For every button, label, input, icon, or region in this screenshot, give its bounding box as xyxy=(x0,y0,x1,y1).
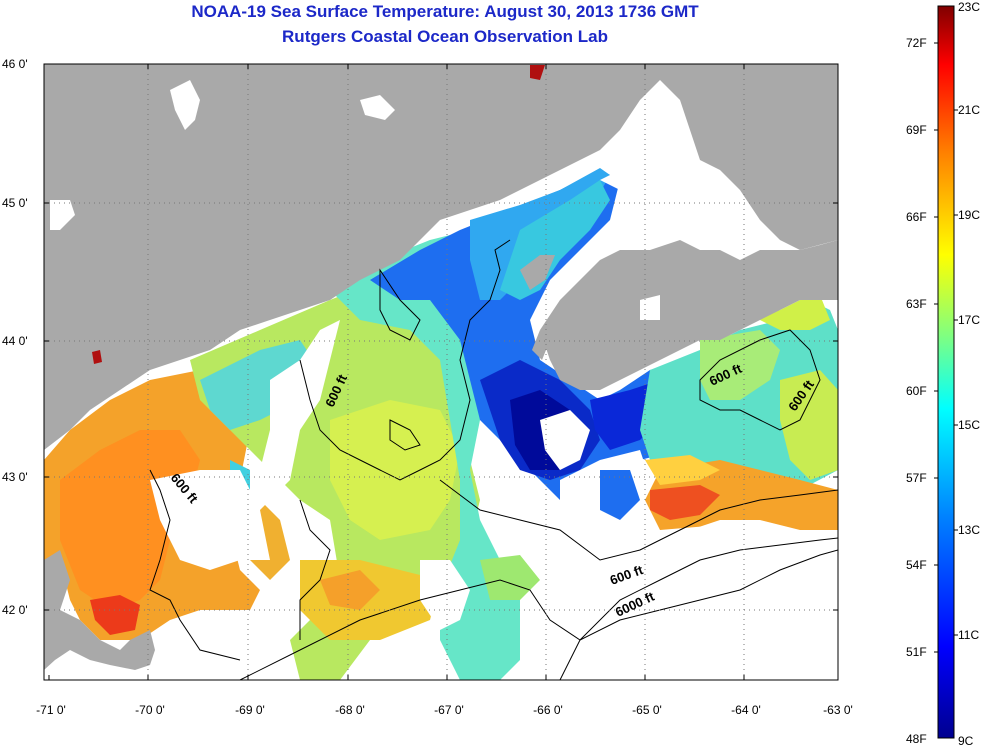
colorbar-c-label: 9C xyxy=(958,734,974,748)
colorbar-c-label: 17C xyxy=(958,313,981,327)
lat-label: 46 0' xyxy=(2,57,28,71)
land-mass xyxy=(44,64,838,670)
lat-label: 43 0' xyxy=(2,470,28,484)
axis-ticks xyxy=(44,63,838,680)
lon-label: -65 0' xyxy=(632,703,662,717)
lat-label: 42 0' xyxy=(2,603,28,617)
lakes xyxy=(50,80,660,320)
lon-label: -69 0' xyxy=(235,703,265,717)
map-border xyxy=(43,63,839,681)
colorbar-ticks xyxy=(934,42,958,653)
colorbar-f-label: 72F xyxy=(906,36,927,50)
colorbar-c-label: 11C xyxy=(958,628,980,642)
warm-speck xyxy=(530,65,545,80)
colorbar-c-label: 15C xyxy=(958,418,981,432)
lon-label: -67 0' xyxy=(434,703,464,717)
colorbar-c-label: 19C xyxy=(958,208,981,222)
lon-label: -68 0' xyxy=(335,703,365,717)
colorbar-f-label: 51F xyxy=(906,645,927,659)
colorbar-c-label: 13C xyxy=(958,523,981,537)
map-subtitle: Rutgers Coastal Ocean Observation Lab xyxy=(282,27,608,46)
colorbar xyxy=(937,5,955,739)
lon-label: -64 0' xyxy=(731,703,761,717)
lat-label: 44 0' xyxy=(2,334,28,348)
lat-label: 45 0' xyxy=(2,196,28,210)
colorbar-f-label: 60F xyxy=(906,384,927,398)
lon-label: -71 0' xyxy=(36,703,66,717)
map-title: NOAA-19 Sea Surface Temperature: August … xyxy=(191,2,699,21)
lon-label: -70 0' xyxy=(135,703,165,717)
colorbar-f-label: 57F xyxy=(906,471,927,485)
bathymetry-contours xyxy=(149,239,838,680)
colorbar-f-label: 66F xyxy=(906,210,927,224)
colorbar-f-label: 48F xyxy=(906,732,927,746)
colorbar-f-label: 69F xyxy=(906,123,927,137)
colorbar-f-label: 63F xyxy=(906,297,927,311)
lon-label: -66 0' xyxy=(533,703,563,717)
colorbar-c-label: 23C xyxy=(958,0,981,14)
warm-speck-2 xyxy=(92,350,102,364)
colorbar-f-label: 54F xyxy=(906,558,927,572)
colorbar-c-label: 21C xyxy=(958,103,981,117)
lon-label: -63 0' xyxy=(823,703,853,717)
